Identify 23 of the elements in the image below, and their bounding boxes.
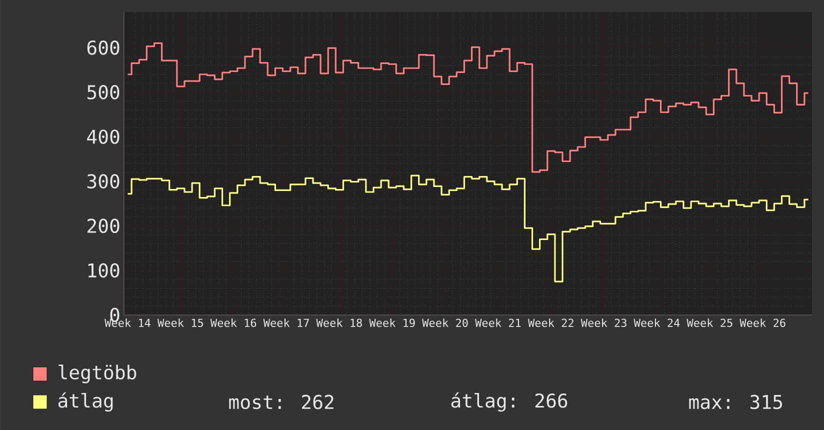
y-tick-label: 500 <box>87 85 120 100</box>
x-tick-label: Week 25 <box>686 318 732 328</box>
x-tick-label: Week 23 <box>580 318 626 328</box>
x-tick-label: Week 17 <box>263 318 309 328</box>
x-tick-label: Week 19 <box>369 318 415 328</box>
text: most: 262 <box>229 394 334 410</box>
text: átlag: 266 <box>451 392 568 412</box>
legend-label: legtöbb <box>58 364 136 384</box>
y-tick-label: 100 <box>88 263 120 278</box>
x-tick-label: Week 24 <box>634 318 680 328</box>
x-tick-label: Week 16 <box>210 318 256 328</box>
x-tick-label: Week 21 <box>475 318 521 328</box>
y-tick-label: 400 <box>87 130 120 144</box>
text: max: 315 <box>689 394 782 410</box>
x-tick-label: Week 20 <box>422 318 468 328</box>
legend-label: átlag <box>58 392 113 412</box>
x-tick-label: Week 15 <box>158 318 204 328</box>
y-tick-label: 300 <box>87 174 120 188</box>
y-tick-label: 600 <box>87 40 120 55</box>
x-tick-label: Week 18 <box>316 318 362 328</box>
y-tick-label: 200 <box>88 218 120 234</box>
x-tick-label: Week 26 <box>740 318 786 328</box>
x-tick-label: Week 22 <box>528 318 574 328</box>
